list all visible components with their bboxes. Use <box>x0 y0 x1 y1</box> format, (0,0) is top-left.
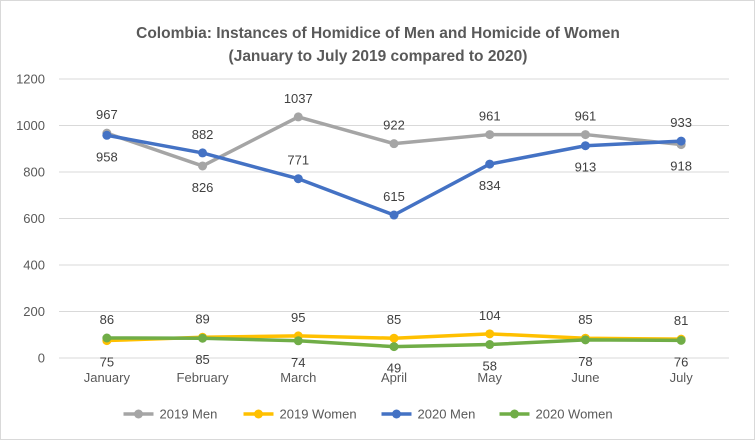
series-2020-men <box>102 130 686 220</box>
data-point <box>293 112 303 122</box>
data-point <box>198 148 208 158</box>
data-label: 85 <box>578 312 592 327</box>
data-label: 826 <box>192 180 214 195</box>
data-label: 933 <box>670 115 692 130</box>
data-point <box>389 342 399 352</box>
legend-label: 2019 Men <box>160 407 218 422</box>
data-label: 104 <box>479 308 501 323</box>
data-label: 967 <box>96 107 118 122</box>
chart-title: Colombia: Instances of Homidice of Men a… <box>136 25 620 42</box>
data-point <box>580 335 590 345</box>
data-label: 74 <box>291 355 305 370</box>
x-axis-ticks: January February March April May June July <box>84 370 693 385</box>
data-point <box>102 333 112 343</box>
data-point <box>676 136 686 146</box>
data-label: 913 <box>575 160 597 175</box>
y-tick-label: 1000 <box>16 118 45 133</box>
data-point <box>389 210 399 220</box>
x-tick-label: March <box>280 370 316 385</box>
data-label: 958 <box>96 149 118 164</box>
data-point <box>389 333 399 343</box>
data-label: 771 <box>287 153 309 168</box>
x-tick-label: April <box>381 370 407 385</box>
y-tick-label: 1200 <box>16 72 45 87</box>
data-label: 961 <box>479 109 501 124</box>
data-label: 76 <box>674 354 688 369</box>
data-label: 85 <box>195 352 209 367</box>
legend-item: 2020 Women <box>499 407 613 422</box>
series-lines <box>102 112 686 352</box>
x-tick-label: May <box>477 370 502 385</box>
legend-swatch-marker <box>134 409 143 419</box>
legend-label: 2020 Women <box>536 407 613 422</box>
data-label: 918 <box>670 159 692 174</box>
data-point <box>198 333 208 343</box>
data-point <box>293 336 303 346</box>
data-point <box>293 174 303 184</box>
x-tick-label: January <box>84 370 131 385</box>
legend-swatch-marker <box>392 409 401 419</box>
data-label: 86 <box>100 312 114 327</box>
legend: 2019 Men 2019 Women 2020 Men 2020 Women <box>123 407 613 422</box>
data-point <box>580 141 590 151</box>
data-label: 882 <box>192 127 214 142</box>
y-tick-label: 800 <box>23 165 45 180</box>
data-label: 85 <box>387 312 401 327</box>
y-tick-label: 200 <box>23 304 45 319</box>
data-point <box>580 130 590 140</box>
x-tick-label: February <box>177 370 230 385</box>
data-label: 75 <box>100 355 114 370</box>
data-label: 615 <box>383 189 405 204</box>
data-point <box>102 130 112 140</box>
data-label: 81 <box>674 313 688 328</box>
y-tick-label: 0 <box>38 351 45 366</box>
data-label: 922 <box>383 118 405 133</box>
data-label: 89 <box>195 311 209 326</box>
y-axis-ticks: 0 200 400 600 800 1000 1200 <box>16 72 45 366</box>
legend-label: 2019 Women <box>280 407 357 422</box>
legend-item: 2020 Men <box>381 407 476 422</box>
y-tick-label: 400 <box>23 258 45 273</box>
data-point <box>485 130 495 140</box>
data-point <box>389 139 399 149</box>
legend-item: 2019 Men <box>123 407 218 422</box>
gridlines <box>59 78 729 359</box>
data-label: 95 <box>291 310 305 325</box>
data-label: 58 <box>482 359 496 374</box>
data-label: 49 <box>387 361 401 376</box>
data-label: 1037 <box>284 91 313 106</box>
chart-subtitle: (January to July 2019 compared to 2020) <box>229 48 528 65</box>
data-point <box>485 159 495 169</box>
x-tick-label: June <box>571 370 599 385</box>
data-label: 834 <box>479 178 501 193</box>
data-point <box>485 329 495 339</box>
legend-swatch-marker <box>510 409 519 419</box>
legend-swatch-marker <box>254 409 263 419</box>
data-label: 961 <box>575 109 597 124</box>
data-point <box>485 340 495 350</box>
x-tick-label: July <box>670 370 694 385</box>
data-point <box>198 161 208 171</box>
data-label: 78 <box>578 354 592 369</box>
legend-item: 2019 Women <box>243 407 357 422</box>
data-labels: 967 826 1037 922 961 961 918 75 89 95 85 104 85 81 958… <box>96 91 692 376</box>
series-2020-women <box>102 333 686 352</box>
data-point <box>676 335 686 345</box>
y-tick-label: 600 <box>23 211 45 226</box>
legend-label: 2020 Men <box>418 407 476 422</box>
